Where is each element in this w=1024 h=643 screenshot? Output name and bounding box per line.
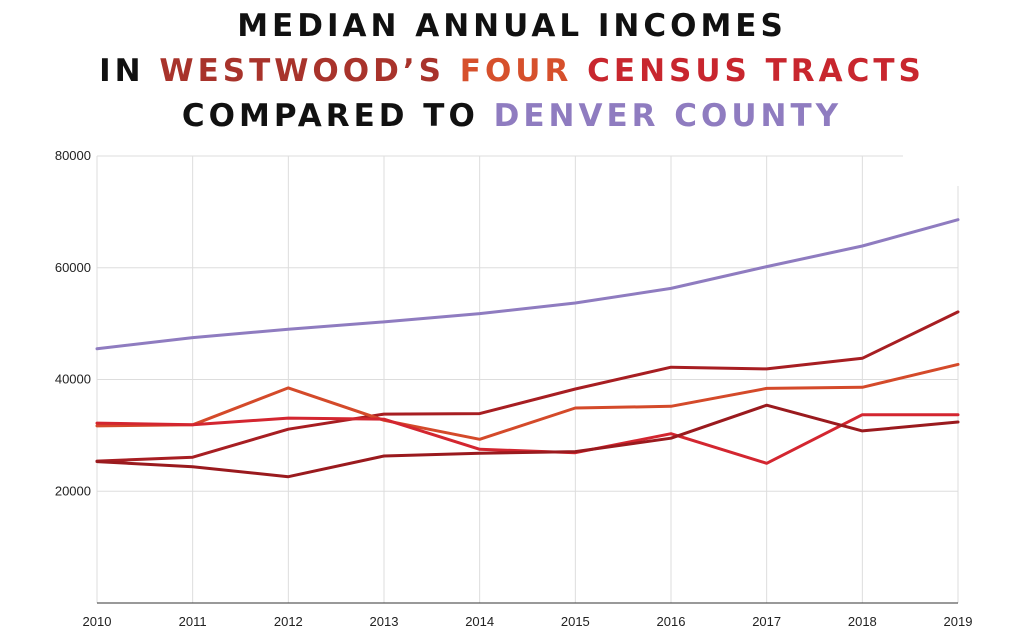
title-denver-county: DENVER COUNTY xyxy=(493,98,843,134)
series-line-2 xyxy=(95,310,960,463)
x-tick-label: 2019 xyxy=(944,614,973,629)
x-tick-label: 2010 xyxy=(83,614,112,629)
title-compared-to: COMPARED TO xyxy=(181,98,494,134)
x-tick-label: 2014 xyxy=(465,614,494,629)
x-tick-label: 2012 xyxy=(274,614,303,629)
series-line-5 xyxy=(95,403,960,479)
series-line-1 xyxy=(95,218,960,351)
chart-title-line-1: MEDIAN ANNUAL INCOMES xyxy=(237,8,787,44)
title-in: IN xyxy=(99,53,160,89)
chart-title-line-2: IN WESTWOOD’S FOUR CENSUS TRACTS xyxy=(0,53,1024,89)
title-census-tracts: CENSUS TRACTS xyxy=(587,53,925,89)
x-tick-label: 2011 xyxy=(179,614,207,629)
x-tick-label: 2015 xyxy=(561,614,590,629)
title-four: FOUR xyxy=(459,53,573,89)
x-tick-label: 2017 xyxy=(752,614,781,629)
y-tick-label: 20000 xyxy=(55,483,91,498)
chart-title-line-3: COMPARED TO DENVER COUNTY xyxy=(0,98,1024,134)
y-tick-label: 40000 xyxy=(55,372,91,387)
x-tick-label: 2018 xyxy=(848,614,877,629)
grid xyxy=(96,155,959,604)
x-axis-ticks: 2010 2011 2012 2013 2014 2015 2016 2017 2018 2019 xyxy=(83,614,973,629)
y-tick-label: 60000 xyxy=(55,260,91,275)
y-tick-label: 80000 xyxy=(55,148,91,163)
x-tick-label: 2013 xyxy=(370,614,399,629)
title-westwoods: WESTWOOD’S xyxy=(159,53,445,89)
series-line-3 xyxy=(95,362,960,441)
y-axis-ticks: 20000 40000 60000 80000 xyxy=(55,148,91,498)
series-group xyxy=(95,218,960,479)
x-tick-label: 2016 xyxy=(657,614,686,629)
